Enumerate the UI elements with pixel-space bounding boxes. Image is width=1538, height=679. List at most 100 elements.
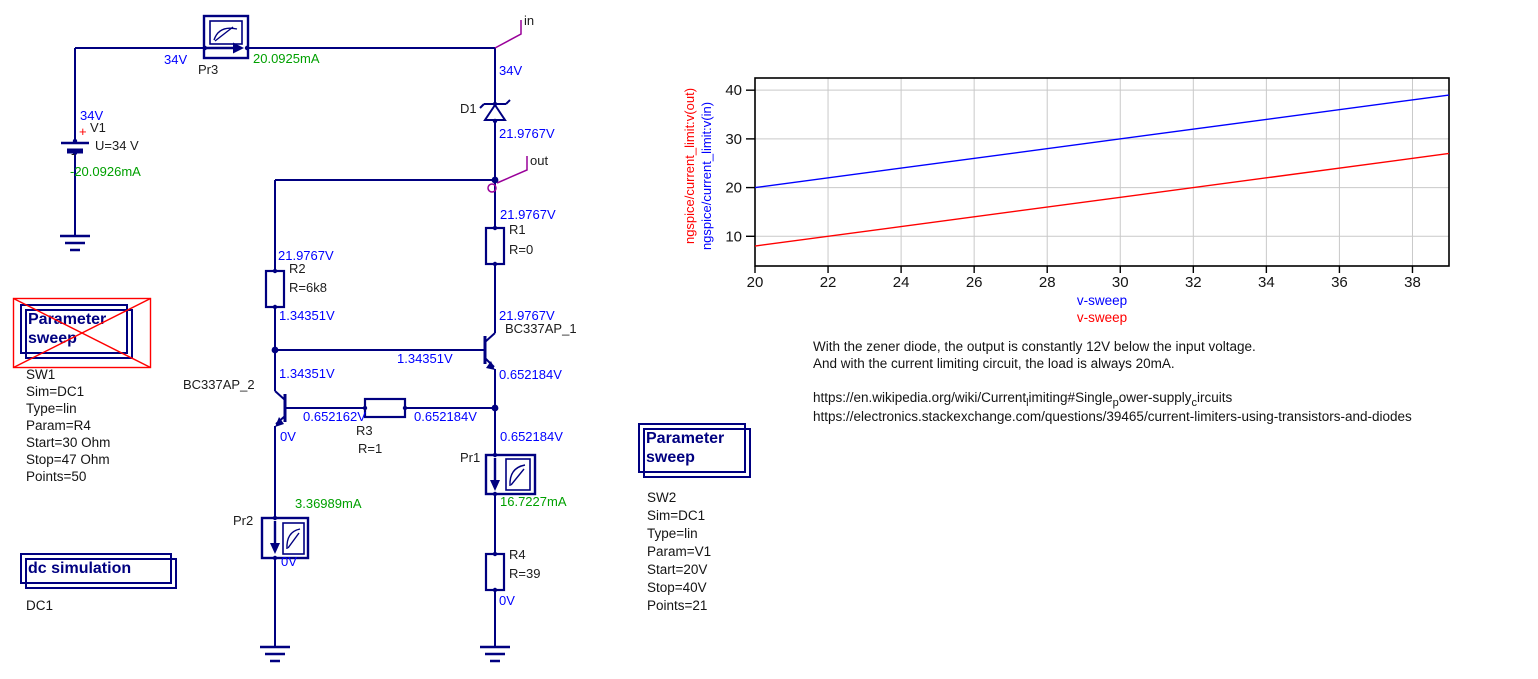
schematic-label: + [79,124,87,139]
schematic-label: R=0 [509,242,534,257]
current-probe-pr1[interactable] [484,453,537,496]
x-axis-label: v-sweep [1077,310,1127,325]
tick-label-y: 20 [725,180,742,197]
sw2-properties: SW2 Sim=DC1 Type=lin Param=V1 Start=20V Stop=… [647,489,711,615]
note-line: With the zener diode, the output is cons… [813,339,1256,354]
tick-label-x: 36 [1331,274,1348,291]
schematic-label: 21.9767V [499,126,555,141]
schematic-label: R1 [509,222,526,237]
meter-needle-arc [509,464,526,487]
schematic-label: 0V [281,554,297,569]
sim-box-title: Parameter sweep [646,430,725,466]
transistor-bc337ap-2[interactable] [274,390,287,427]
schematic-label: R2 [289,261,306,276]
schematic-label: R=39 [509,566,541,581]
schematic-label: 34V [164,52,188,67]
current-probe-pr3[interactable] [202,14,250,60]
current-probe-pr2[interactable] [260,516,310,560]
meter-needle-arc [213,27,238,41]
schematic-label: 0.652184V [414,409,477,424]
tick-label-y: 30 [725,131,742,148]
junction-dots [72,45,499,593]
transistor-bc337ap-1[interactable] [483,332,496,370]
annotation-text: With the zener diode, the output is cons… [813,338,1412,425]
property-line: Type=lin [647,526,698,541]
schematic-label: R3 [356,423,373,438]
current-arrow-icon [270,543,280,554]
dc-properties: DC1 [26,597,53,614]
note-line [813,372,1412,389]
schematic-label: 34V [80,108,104,123]
tick-label-x: 24 [893,274,910,291]
schematic-label: 1.34351V [397,351,453,366]
schematic-label: 1.34351V [279,366,335,381]
schematic-label: U=34 V [95,138,139,153]
schematic-label: - [71,146,76,161]
property-line: Param=V1 [647,544,712,559]
property-line: Sim=DC1 [647,508,706,523]
series-line [754,152,1450,247]
schematic-label: Pr3 [198,62,219,77]
dc-simulation-box[interactable]: dc simulation [20,553,177,589]
property-line: Stop=47 Ohm [26,452,110,467]
sw1-properties: SW1 Sim=DC1 Type=lin Param=R4 Start=30 Ohm St… [26,366,110,485]
schematic-label: R=6k8 [289,280,327,295]
schematic-label: 0.652184V [499,367,562,382]
schematic-label: 3.36989mA [295,496,362,511]
schematic-label: 0V [280,429,296,444]
tick-label-x: 28 [1039,274,1056,291]
property-line: Points=50 [26,469,87,484]
schematic-label: Pr1 [460,450,481,465]
property-line: Param=R4 [26,418,91,433]
node-label-out[interactable] [487,156,528,193]
property-line: SW2 [647,490,677,505]
property-line: Start=30 Ohm [26,435,111,450]
schematic-label: R4 [509,547,526,562]
schematic-label: 21.9767V [500,207,556,222]
schematic-label: BC337AP_2 [183,377,255,392]
tick-label-x: 38 [1404,274,1421,291]
tick-label-x: 26 [966,274,983,291]
tick-label-y: 40 [725,82,742,99]
meter-needle [214,26,234,42]
y-axis-label: ngspice/current_limit:v(out) [682,88,697,244]
node-label-in[interactable] [494,20,522,49]
schematic-label: 1.34351V [279,308,335,323]
property-line: SW1 [26,367,56,382]
schematic-label: R=1 [358,441,383,456]
schematic-label: in [524,13,535,28]
tick-label-x: 22 [820,274,837,291]
property-line: Type=lin [26,401,77,416]
property-line: Sim=DC1 [26,384,85,399]
note-line: https://en.wikipedia.org/wiki/Currentlim… [813,390,1233,409]
schematic-label: D1 [460,101,477,116]
schematic-label: 0V [499,593,515,608]
current-arrow-icon [490,480,500,491]
tick-label-x: 32 [1185,274,1202,291]
schematic-label: 21.9767V [499,308,555,323]
output-diagram[interactable]: 10 20 30 40 20 22 24 26 28 30 32 34 36 38 v-sweep v-swe… [680,60,1480,328]
note-line: https://electronics.stackexchange.com/qu… [813,409,1412,424]
tick-label-x: 30 [1112,274,1129,291]
parameter-sweep-sw2[interactable]: Parameter sweep [638,423,751,478]
property-line: Points=21 [647,598,708,613]
x-axis-label: v-sweep [1077,293,1127,308]
tick-label-x: 20 [747,274,764,291]
schematic-label: 0.652162V [303,409,366,424]
tick-label-x: 34 [1258,274,1275,291]
schematic-label: 0.652184V [500,429,563,444]
meter-needle [510,468,525,486]
schematic-label: V1 [90,120,106,135]
y-axis-label: ngspice/current_limit:v(in) [699,102,714,250]
schematic-label: 16.7227mA [500,494,567,509]
series-line [754,94,1450,189]
plot-frame [754,77,1450,267]
meter-needle [287,532,300,549]
schematic-label: out [530,153,549,168]
property-line: Stop=40V [647,580,707,595]
circuit-schematic [60,14,537,663]
schematic-label: 34V [499,63,523,78]
sim-box-title: dc simulation [28,560,132,577]
sw1-disabled-cross-icon [12,297,152,369]
